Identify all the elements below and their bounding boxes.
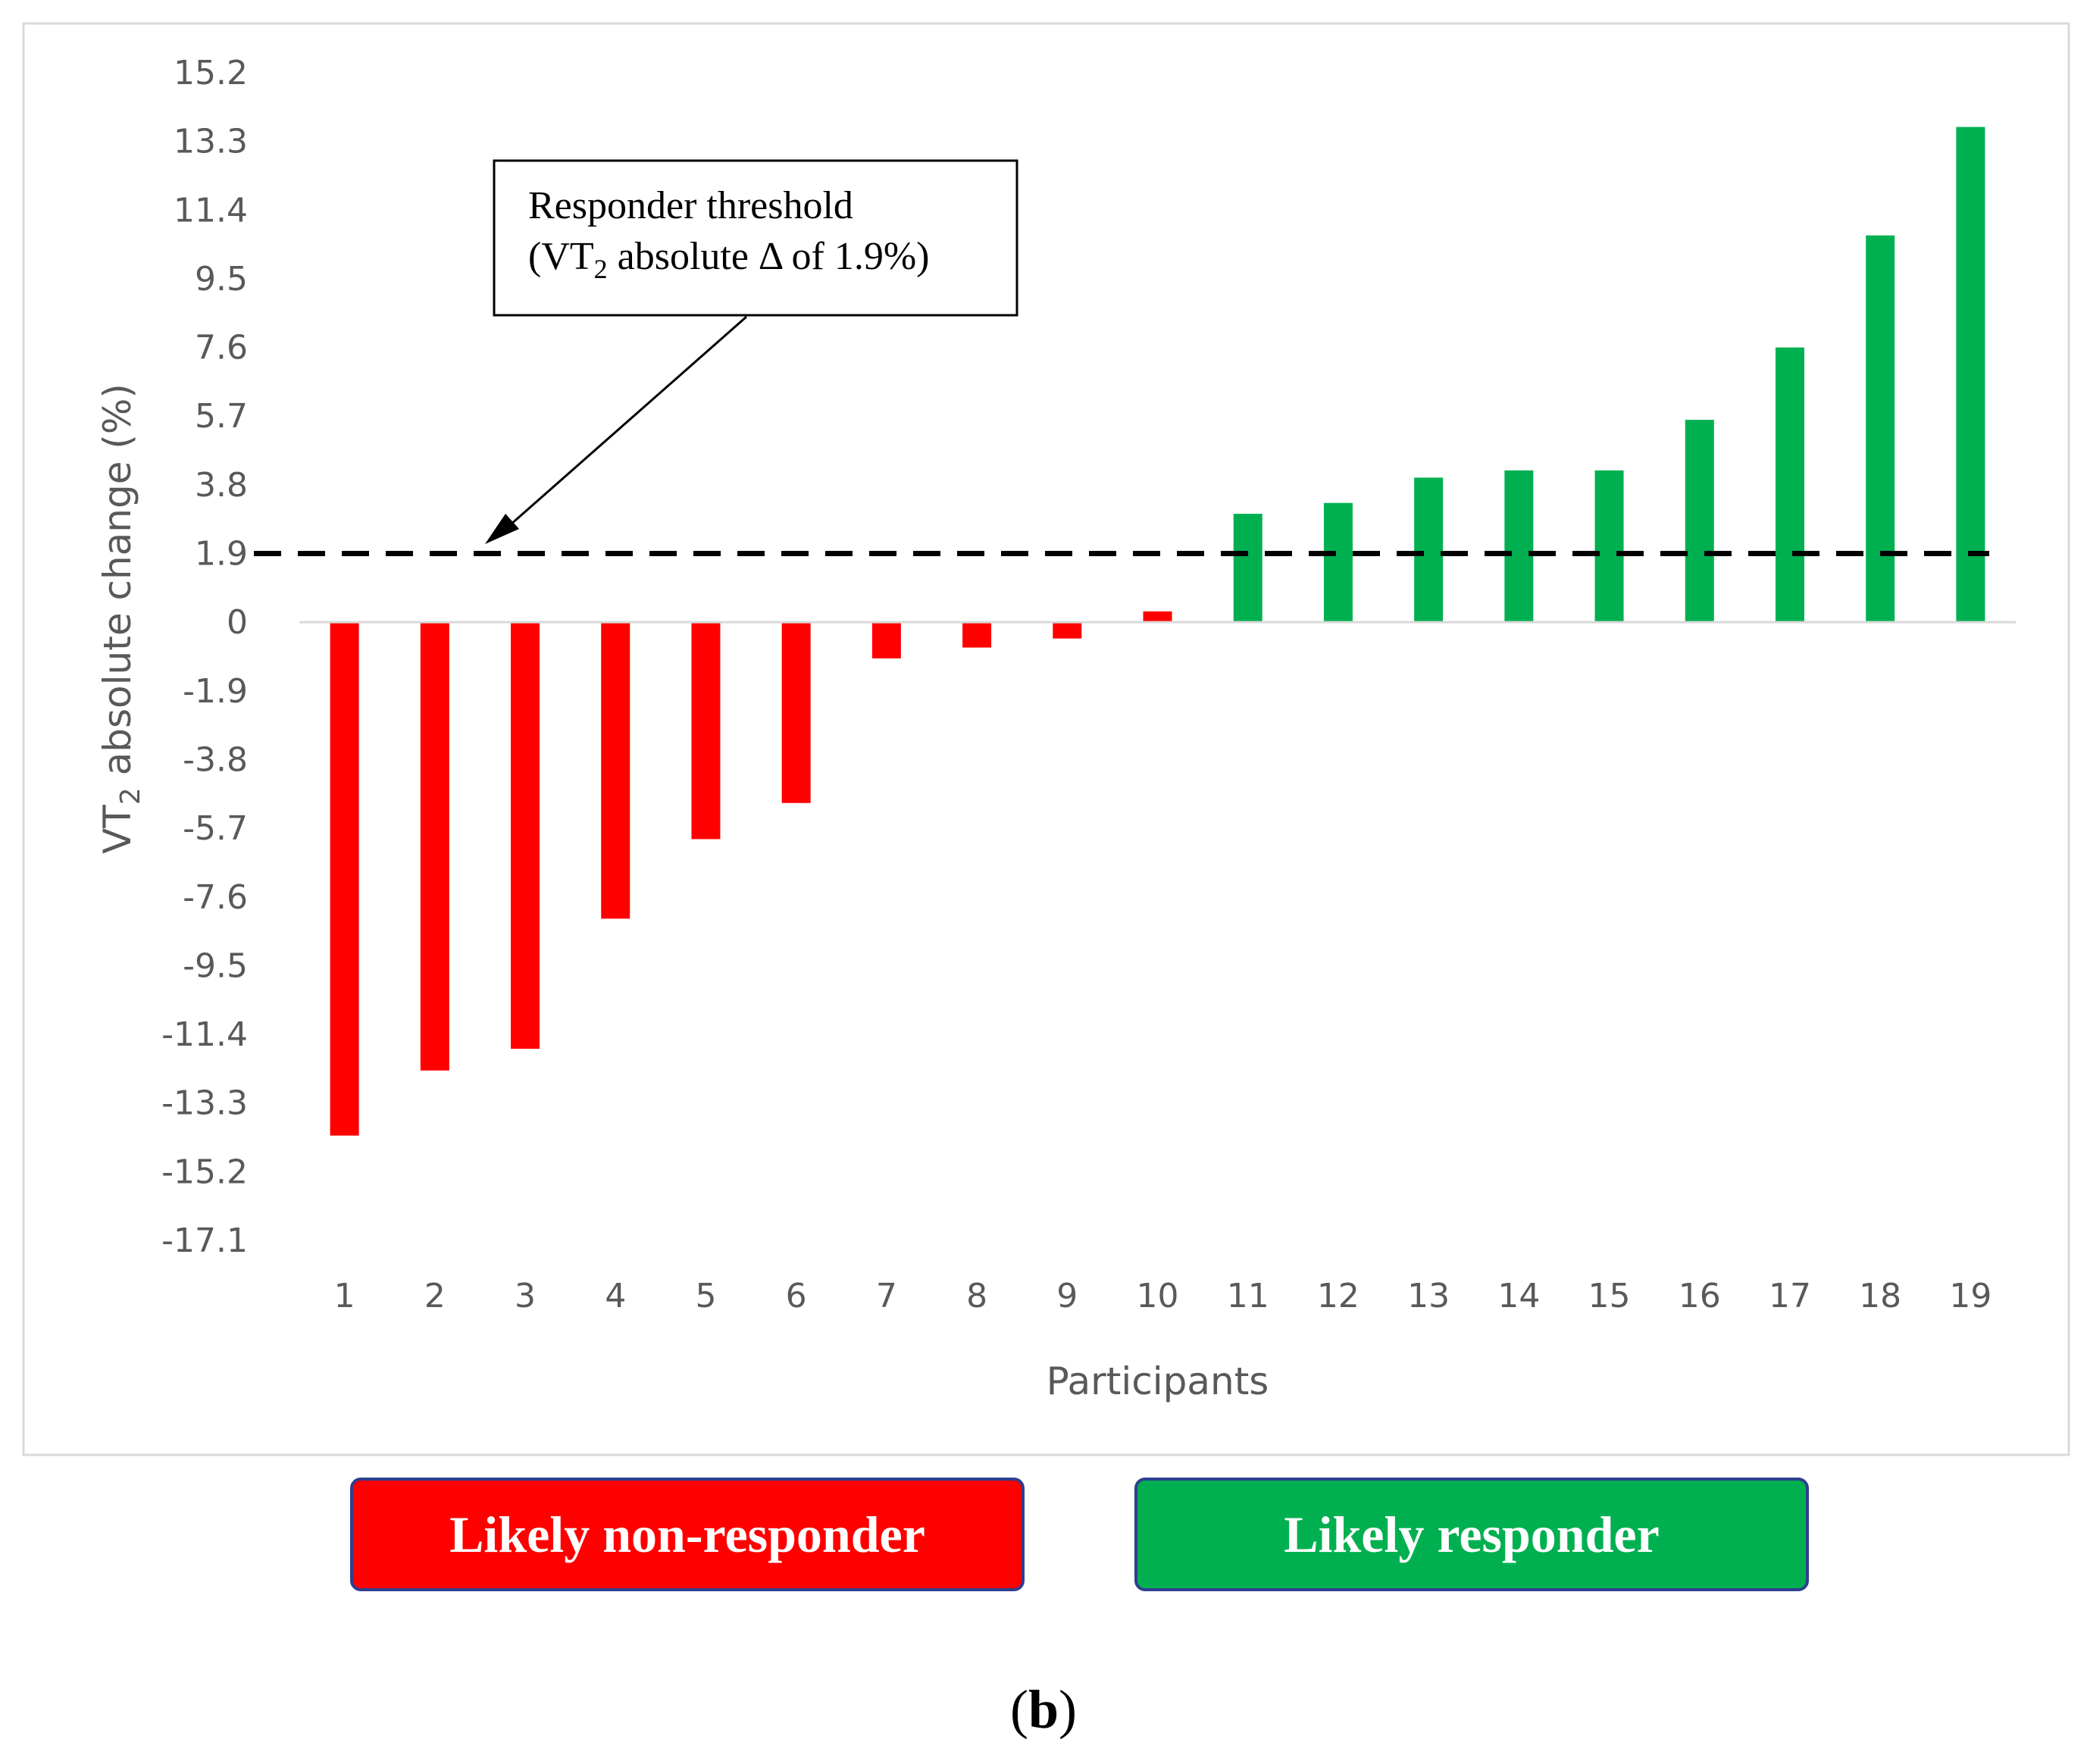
bar-participant-18 (1866, 235, 1895, 623)
y-tick-label: -11.4 (161, 1015, 248, 1054)
y-tick-label: 0 (227, 603, 248, 642)
bar-participant-7 (871, 622, 901, 658)
y-tick-label: -17.1 (161, 1221, 248, 1260)
legend-likely-non-responder: Likely non-responder (350, 1478, 1025, 1591)
chart-frame (22, 22, 2070, 1456)
panel-label: (b) (1009, 1679, 1077, 1740)
annotation-arrow-head (485, 514, 519, 544)
x-axis-title: Participants (1047, 1359, 1269, 1403)
x-tick-label: 13 (1407, 1277, 1450, 1315)
bar-participant-11 (1233, 514, 1263, 623)
y-tick-label: -1.9 (183, 672, 248, 711)
x-tick-label: 7 (876, 1277, 897, 1315)
y-tick-label: 15.2 (174, 54, 248, 92)
bar-participant-5 (691, 622, 721, 840)
bar-participant-9 (1053, 622, 1082, 639)
bar-participant-13 (1414, 477, 1444, 623)
bars (330, 127, 1985, 1136)
y-tick-label: 9.5 (195, 260, 248, 299)
bar-participant-19 (1956, 127, 1985, 623)
x-tick-label: 2 (424, 1277, 446, 1315)
x-tick-label: 6 (786, 1277, 807, 1315)
bar-participant-8 (962, 622, 992, 648)
y-tick-label: 3.8 (195, 466, 248, 505)
y-tick-label: 7.6 (195, 329, 248, 368)
y-tick-label: 11.4 (174, 191, 248, 230)
annotation-line-2: (VT2 absolute Δ of 1.9%) (528, 235, 929, 284)
x-tick-label: 11 (1227, 1277, 1269, 1315)
annotation-box (493, 159, 1018, 317)
bar-participant-10 (1143, 611, 1172, 623)
bar-participant-4 (601, 622, 630, 919)
x-tick-label: 9 (1056, 1277, 1078, 1315)
bar-participant-2 (420, 622, 449, 1071)
bar-participant-17 (1775, 347, 1804, 623)
bar-participant-3 (511, 622, 540, 1049)
bar-participant-16 (1685, 420, 1714, 623)
x-tick-label: 15 (1588, 1277, 1631, 1315)
y-tick-label: -7.6 (183, 878, 248, 917)
y-tick-label: 5.7 (195, 397, 248, 436)
x-tick-label: 4 (605, 1277, 626, 1315)
y-tick-label: -5.7 (183, 809, 248, 848)
y-axis-ticks: 15.2 13.3 11.4 9.5 7.6 5.7 3.8 1.9 0 -1.9 -3.8 -5.7… (161, 54, 248, 1260)
y-axis-title: VT2 absolute change (%) (95, 383, 146, 854)
y-tick-label: -13.3 (161, 1084, 248, 1123)
y-tick-label: 13.3 (174, 123, 248, 161)
bar-participant-14 (1504, 470, 1534, 623)
x-tick-label: 14 (1497, 1277, 1540, 1315)
bar-participant-12 (1323, 502, 1353, 623)
y-tick-label: -9.5 (183, 946, 248, 985)
y-tick-label: -3.8 (183, 740, 248, 779)
annotation-arrow-shaft (503, 315, 747, 532)
legend-likely-responder: Likely responder (1134, 1478, 1809, 1591)
x-tick-label: 16 (1679, 1277, 1721, 1315)
bar-participant-15 (1594, 470, 1624, 623)
x-tick-label: 8 (966, 1277, 987, 1315)
annotation-line-1: Responder threshold (528, 184, 853, 227)
x-tick-label: 12 (1317, 1277, 1360, 1315)
x-axis-ticks: 1 2 3 4 5 6 7 8 9 10 11 12 13 14 15 16 17 18 19 (334, 1277, 1992, 1315)
x-tick-label: 10 (1137, 1277, 1179, 1315)
x-tick-label: 3 (515, 1277, 536, 1315)
bar-participant-6 (781, 622, 811, 803)
x-tick-label: 1 (334, 1277, 355, 1315)
bar-participant-1 (330, 622, 359, 1136)
y-tick-label: -15.2 (161, 1153, 248, 1191)
x-tick-label: 19 (1949, 1277, 1992, 1315)
x-tick-label: 5 (695, 1277, 716, 1315)
x-tick-label: 17 (1769, 1277, 1811, 1315)
x-tick-label: 18 (1859, 1277, 1901, 1315)
y-tick-label: 1.9 (195, 535, 248, 574)
